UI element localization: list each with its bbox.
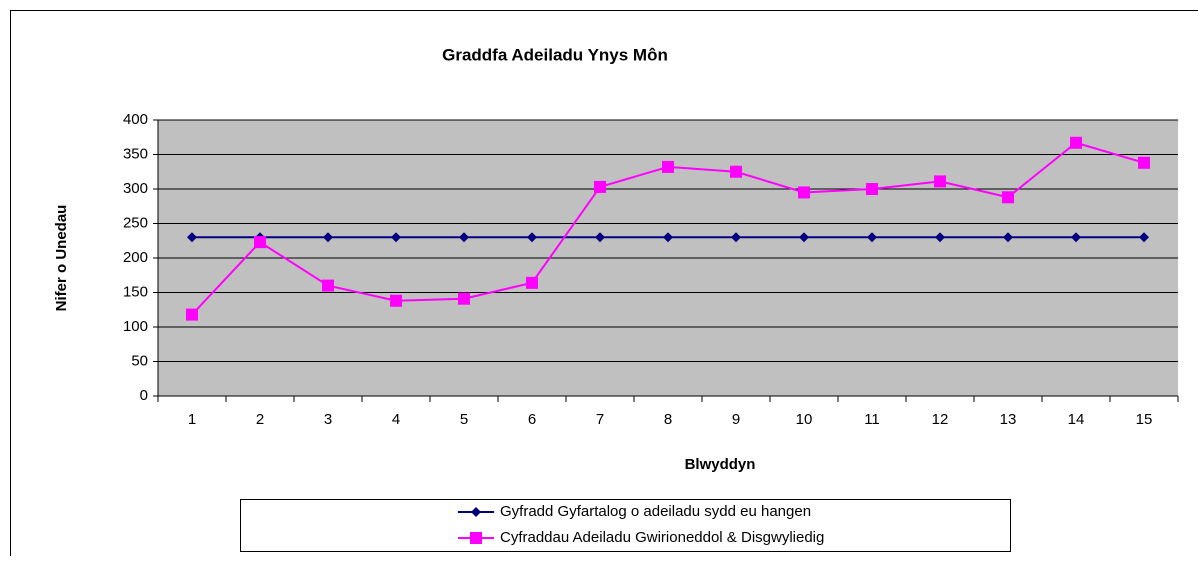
- y-tick-label: 0: [140, 387, 148, 404]
- data-point: [1138, 157, 1150, 169]
- data-point: [254, 236, 266, 248]
- data-point: [390, 295, 402, 307]
- legend-marker: [470, 532, 482, 544]
- x-tick-label: 15: [1136, 411, 1153, 428]
- data-point: [1070, 137, 1082, 149]
- x-axis-title: Blwyddyn: [685, 456, 756, 473]
- data-point: [798, 186, 810, 198]
- y-tick-label: 250: [123, 214, 148, 231]
- x-tick-label: 9: [732, 411, 740, 428]
- x-tick-label: 5: [460, 411, 468, 428]
- chart-title: Graddfa Adeiladu Ynys Môn: [442, 45, 668, 64]
- x-tick-label: 8: [664, 411, 672, 428]
- x-tick-label: 1: [188, 411, 196, 428]
- legend-label: Cyfraddau Adeiladu Gwirioneddol & Disgwy…: [500, 529, 824, 546]
- x-tick-label: 2: [256, 411, 264, 428]
- x-tick-label: 10: [796, 411, 813, 428]
- x-tick-label: 12: [932, 411, 949, 428]
- x-tick-label: 14: [1068, 411, 1085, 428]
- data-point: [322, 280, 334, 292]
- data-point: [594, 181, 606, 193]
- y-tick-label: 100: [123, 318, 148, 335]
- y-tick-label: 300: [123, 180, 148, 197]
- y-tick-label: 350: [123, 145, 148, 162]
- data-point: [662, 161, 674, 173]
- y-tick-label: 50: [131, 352, 148, 369]
- legend-label: Gyfradd Gyfartalog o adeiladu sydd eu ha…: [500, 503, 811, 520]
- x-tick-label: 6: [528, 411, 536, 428]
- y-tick-label: 400: [123, 111, 148, 128]
- x-tick-label: 3: [324, 411, 332, 428]
- x-tick-label: 11: [864, 411, 880, 428]
- data-point: [186, 309, 198, 321]
- x-tick-label: 13: [1000, 411, 1017, 428]
- data-point: [866, 183, 878, 195]
- data-point: [458, 293, 470, 305]
- data-point: [1002, 191, 1014, 203]
- y-tick-label: 150: [123, 283, 148, 300]
- x-tick-label: 7: [596, 411, 604, 428]
- x-tick-label: 4: [392, 411, 400, 428]
- data-point: [934, 175, 946, 187]
- y-axis-title: Nifer o Unedau: [53, 205, 70, 312]
- y-tick-label: 200: [123, 249, 148, 266]
- data-point: [526, 277, 538, 289]
- data-point: [730, 166, 742, 178]
